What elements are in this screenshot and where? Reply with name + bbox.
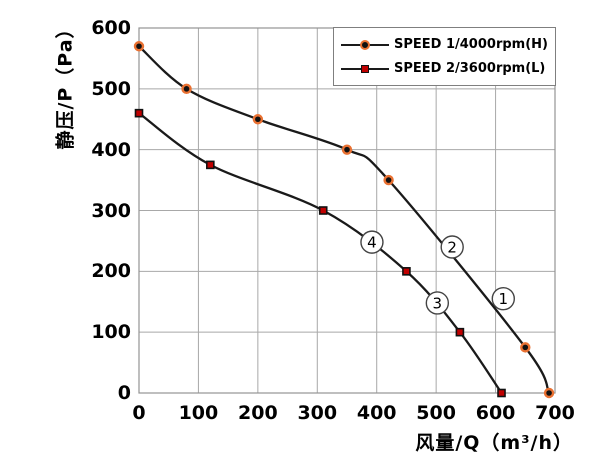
annotation-circle-2 [440, 235, 464, 259]
square-marker-icon [341, 63, 389, 75]
series1-point-6 [543, 387, 555, 399]
annotation-number-3: 3 [433, 294, 443, 312]
x-tick-label-200: 200 [238, 402, 278, 424]
series2-point-4 [455, 327, 465, 337]
y-tick-label-0: 0 [117, 382, 131, 404]
y-tick-label-500: 500 [91, 77, 131, 100]
y-tick-label-300: 300 [91, 199, 131, 222]
legend-label-speed2: SPEED 2/3600rpm(L) [394, 61, 546, 76]
series1-point-4 [383, 174, 394, 186]
y-tick-label-100: 100 [91, 321, 131, 344]
annotation-circle-1 [491, 287, 515, 311]
annotation-circle-4 [360, 230, 384, 254]
x-tick-label-500: 500 [416, 402, 456, 424]
x-axis-title: 风量/Q（m³/h） [415, 432, 573, 454]
series2-point-5 [497, 388, 506, 398]
series1-point-2 [252, 114, 264, 125]
x-tick-label-100: 100 [178, 402, 219, 424]
series2-point-1 [206, 160, 215, 170]
series1-point-5 [520, 342, 531, 353]
x-tick-label-600: 600 [475, 402, 516, 424]
x-tick-label-0: 0 [132, 402, 146, 424]
series2-point-2 [318, 206, 328, 215]
series1-point-0 [133, 41, 145, 52]
circle-marker-icon [341, 39, 389, 51]
annotation-number-1: 1 [499, 290, 509, 308]
y-tick-label-600: 600 [91, 17, 131, 39]
curve-1 [137, 45, 551, 395]
series1-point-1 [181, 83, 192, 95]
y-tick-label-400: 400 [91, 138, 131, 161]
x-tick-label-700: 700 [535, 402, 575, 424]
series1-point-3 [341, 144, 353, 155]
x-tick-label-400: 400 [356, 402, 397, 424]
x-tick-label-300: 300 [297, 402, 338, 424]
legend-label-speed1: SPEED 1/4000rpm(H) [394, 37, 548, 52]
y-tick-label-200: 200 [91, 260, 131, 283]
legend: SPEED 1/4000rpm(H) SPEED 2/3600rpm(L) [333, 27, 556, 86]
legend-item-speed1: SPEED 1/4000rpm(H) [341, 37, 555, 52]
series2-point-3 [402, 267, 411, 276]
annotation-circle-3 [425, 291, 450, 315]
annotation-number-4: 4 [367, 234, 377, 252]
annotation-number-2: 2 [447, 239, 457, 257]
legend-item-speed2: SPEED 2/3600rpm(L) [341, 61, 555, 76]
series2-point-0 [134, 108, 144, 118]
